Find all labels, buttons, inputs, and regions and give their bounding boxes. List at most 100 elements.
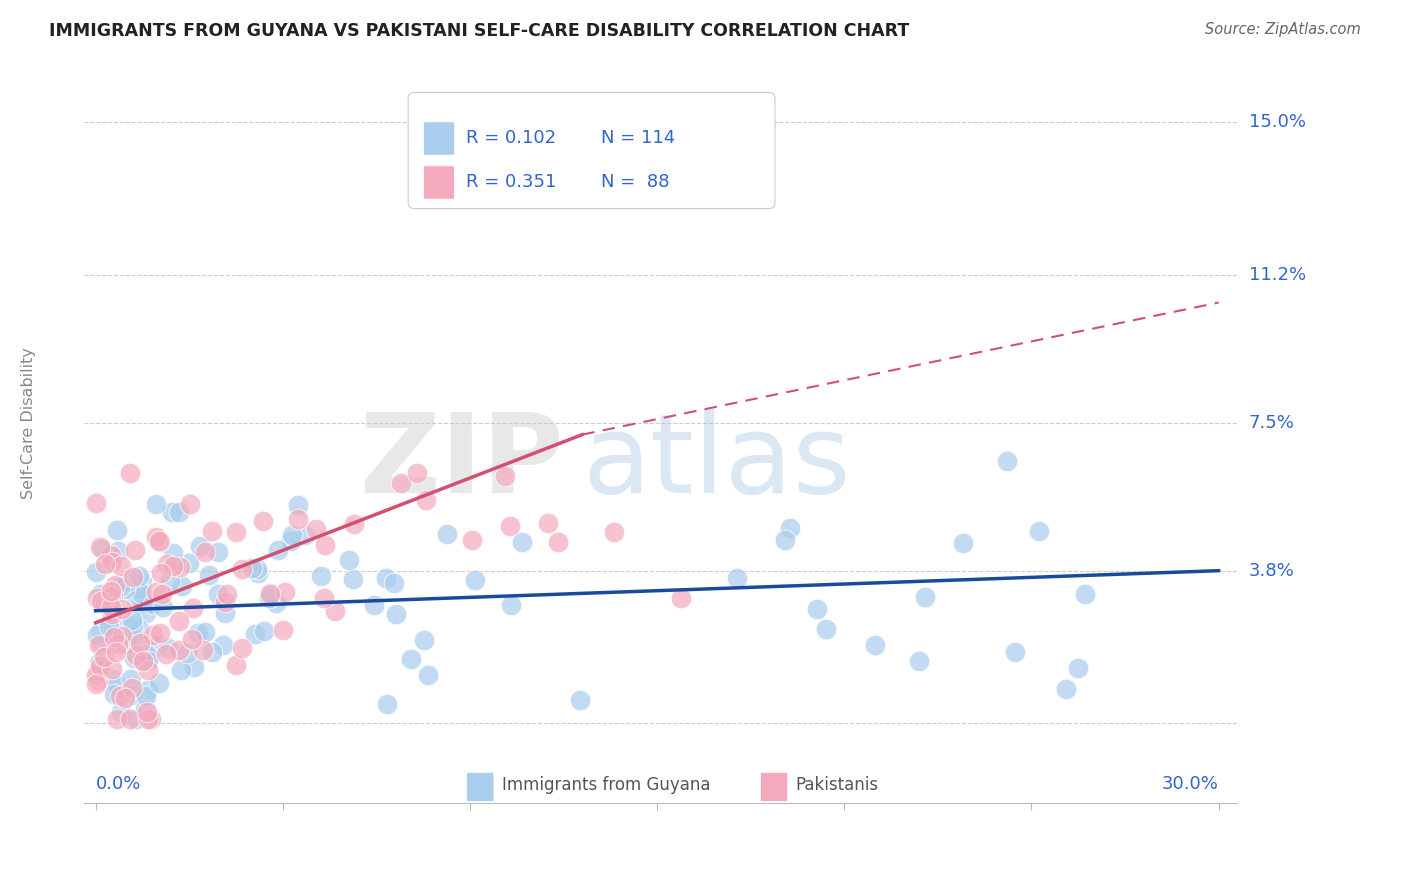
Point [149,566,172,580]
Point [405,466,427,480]
Point [111,602,134,616]
Text: Immigrants from Guyana: Immigrants from Guyana [502,776,710,794]
Point [121,681,143,695]
Point [152,600,174,615]
Point [125,712,148,726]
Point [510,535,533,549]
Point [214,595,236,609]
Point [190,539,212,553]
Point [122,689,145,703]
Point [806,601,828,615]
Point [138,649,160,664]
Point [169,559,191,574]
Point [1004,644,1026,658]
Point [108,689,131,703]
Point [1067,661,1090,675]
Text: 15.0%: 15.0% [1249,113,1306,131]
Point [494,468,516,483]
Point [100,549,122,563]
Point [603,524,626,539]
Point [167,614,190,628]
Point [93,650,115,665]
Point [86,591,108,606]
Point [148,675,170,690]
Point [461,533,484,547]
Point [89,659,111,673]
Text: 3.8%: 3.8% [1249,562,1295,580]
Point [125,591,148,606]
Point [105,678,128,692]
Point [142,628,165,642]
Point [125,632,148,646]
Point [416,668,439,682]
Point [86,667,108,681]
Point [363,599,385,613]
Point [225,524,247,539]
Point [148,534,170,549]
Point [305,522,328,536]
Point [159,574,181,588]
Point [415,493,437,508]
Text: ZIP: ZIP [360,409,564,516]
Point [127,582,149,596]
Point [128,569,150,583]
FancyBboxPatch shape [408,93,775,209]
Point [100,583,122,598]
Point [342,572,364,586]
Point [914,591,936,605]
Point [187,626,209,640]
Point [162,558,184,573]
Text: Pakistanis: Pakistanis [796,776,879,794]
Point [1073,587,1095,601]
Point [194,625,217,640]
Point [375,571,398,585]
Point [101,555,124,569]
Point [264,596,287,610]
Point [181,632,204,646]
Point [145,530,167,544]
Point [94,596,117,610]
Point [281,528,304,542]
Point [136,712,159,726]
Point [121,613,143,627]
FancyBboxPatch shape [467,772,494,802]
Point [146,638,169,652]
Point [148,625,170,640]
Point [115,574,138,589]
Point [389,475,412,490]
Point [121,618,143,632]
Point [104,578,127,592]
Point [725,571,748,585]
Point [121,672,143,686]
Point [135,689,157,703]
Point [134,702,156,716]
Point [131,574,153,589]
Point [136,682,159,697]
Point [167,504,190,518]
Text: N =  88: N = 88 [600,174,669,192]
Point [194,545,217,559]
Point [198,568,221,582]
Text: 7.5%: 7.5% [1249,414,1295,432]
FancyBboxPatch shape [423,122,454,155]
Point [86,673,108,688]
Point [436,526,458,541]
Point [89,638,111,652]
FancyBboxPatch shape [761,772,787,802]
Point [110,558,132,573]
Point [124,648,146,662]
Point [138,654,160,668]
Point [176,647,198,661]
Point [149,535,172,549]
Point [124,543,146,558]
Point [89,541,111,555]
Point [90,594,112,608]
Point [779,521,801,535]
Text: R = 0.102: R = 0.102 [467,129,557,147]
Text: 30.0%: 30.0% [1161,775,1219,793]
Point [252,514,274,528]
Point [815,622,838,636]
Point [1054,682,1077,697]
Point [90,623,112,637]
FancyBboxPatch shape [423,166,454,199]
